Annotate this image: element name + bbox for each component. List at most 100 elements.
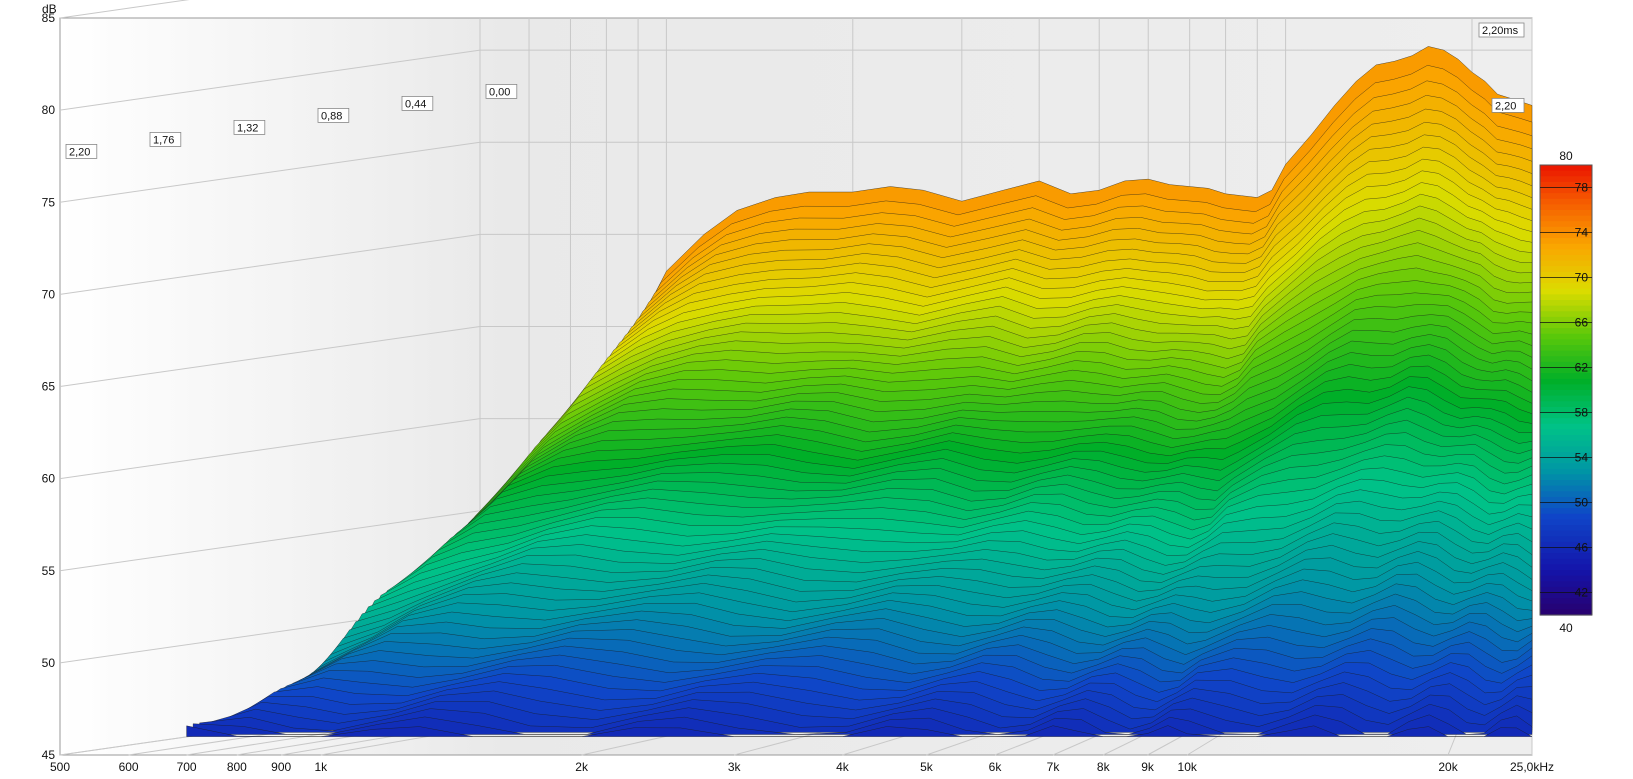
- x-tick-label: 4k: [836, 760, 850, 774]
- colorbar-band: [1540, 423, 1592, 430]
- y-tick-label: 80: [42, 103, 56, 117]
- grid-line-db: [59, 233, 481, 295]
- colorbar-band: [1540, 187, 1592, 194]
- x-tick-label: 5k: [920, 760, 934, 774]
- time-corner-box: [1491, 98, 1525, 113]
- colorbar-band: [1540, 592, 1592, 599]
- colorbar-band: [1540, 181, 1592, 189]
- colorbar-band: [1540, 288, 1592, 295]
- x-tick-label: 7k: [1047, 760, 1061, 774]
- colorbar-band: [1540, 277, 1592, 284]
- time-corner-text: 2,20: [1495, 100, 1516, 112]
- colorbar-band: [1540, 525, 1592, 532]
- colorbar-band: [1540, 480, 1592, 487]
- colorbar-band: [1540, 412, 1592, 419]
- colorbar-band: [1540, 553, 1592, 560]
- decay-slice: [192, 714, 1533, 735]
- colorbar-band: [1540, 345, 1592, 352]
- colorbar-band: [1540, 530, 1592, 537]
- colorbar-band: [1540, 260, 1592, 267]
- colorbar-band: [1540, 316, 1592, 324]
- colorbar-tick-label: 58: [1575, 406, 1589, 420]
- colorbar-band: [1540, 609, 1592, 616]
- colorbar-tick-label: 42: [1575, 586, 1589, 600]
- time-label-box: [233, 120, 266, 135]
- colorbar-band: [1540, 519, 1592, 526]
- colorbar-band: [1540, 598, 1592, 605]
- colorbar-band: [1540, 586, 1592, 594]
- colorbar-band: [1540, 406, 1592, 414]
- colorbar-band: [1540, 547, 1592, 554]
- y-tick-label: 70: [42, 287, 56, 301]
- time-corner-text: 2,20ms: [1482, 25, 1519, 37]
- colorbar-band: [1540, 485, 1592, 492]
- decay-slice: [186, 725, 1533, 737]
- colorbar-band: [1540, 350, 1592, 357]
- time-label: 0,88: [317, 108, 350, 123]
- time-label-text: 1,76: [153, 134, 174, 146]
- x-tick-label: 500: [50, 760, 70, 774]
- colorbar-band: [1540, 446, 1592, 453]
- x-tick-label: 600: [119, 760, 139, 774]
- colorbar-band: [1540, 294, 1592, 301]
- colorbar-band: [1540, 536, 1592, 543]
- x-tick-label: 8k: [1097, 760, 1111, 774]
- colorbar-band: [1540, 463, 1592, 470]
- colorbar-band: [1540, 395, 1592, 402]
- colorbar-band: [1540, 474, 1592, 481]
- colorbar-band: [1540, 373, 1592, 380]
- y-axis-title: dB: [42, 2, 57, 16]
- colorbar-band: [1540, 435, 1592, 442]
- grid-line-db: [59, 510, 481, 572]
- colorbar-band: [1540, 283, 1592, 290]
- colorbar-tick-label: 54: [1575, 451, 1589, 465]
- grid-line-db: [59, 418, 481, 480]
- colorbar-band: [1540, 322, 1592, 329]
- colorbar-band: [1540, 300, 1592, 307]
- colorbar-tick-label: 46: [1575, 541, 1589, 555]
- colorbar-band: [1540, 193, 1592, 200]
- colorbar-band: [1540, 271, 1592, 279]
- x-tick-label: 1k: [314, 760, 328, 774]
- colorbar-tick-label: 50: [1575, 496, 1589, 510]
- time-label-box: [401, 96, 434, 111]
- colorbar-band: [1540, 176, 1592, 183]
- grid-line-db: [59, 326, 481, 387]
- colorbar-band: [1540, 502, 1592, 509]
- colorbar-band: [1540, 204, 1592, 211]
- colorbar-band: [1540, 581, 1592, 588]
- colorbar-band: [1540, 457, 1592, 464]
- time-corner-label: 2,20: [1491, 98, 1525, 113]
- colorbar-band: [1540, 575, 1592, 582]
- grid-line-db: [59, 0, 190, 19]
- colorbar-band: [1540, 513, 1592, 520]
- colorbar-band: [1540, 249, 1592, 256]
- y-tick-label: 45: [42, 748, 56, 762]
- x-tick-label: 900: [271, 760, 291, 774]
- time-label: 2,20: [65, 143, 98, 159]
- colorbar-band: [1540, 541, 1592, 549]
- colorbar-band: [1540, 603, 1592, 610]
- colorbar-band: [1540, 401, 1592, 408]
- x-tick-label: 3k: [728, 760, 742, 774]
- colorbar-band: [1540, 496, 1592, 504]
- colorbar: 80 40 42 46 50 54 58 62 66 70 74 78: [1539, 149, 1593, 635]
- time-label: 0,44: [401, 96, 434, 111]
- time-label: 1,32: [233, 120, 266, 135]
- colorbar-band: [1540, 232, 1592, 239]
- colorbar-band: [1540, 367, 1592, 374]
- x-axis: 500 600 700 800 900 1k 2k 3k 4k 5k 6k 7k 8k 9k 10k 20k 2…: [50, 760, 1554, 774]
- y-tick-label: 65: [42, 380, 56, 394]
- colorbar-band: [1540, 311, 1592, 318]
- colorbar-band: [1540, 339, 1592, 346]
- time-label-box: [317, 108, 350, 123]
- colorbar-band: [1540, 451, 1592, 459]
- time-label-box: [485, 84, 518, 99]
- y-tick-label: 75: [42, 195, 56, 209]
- y-tick-label: 60: [42, 472, 56, 486]
- time-corner-box: [1478, 22, 1525, 38]
- time-corner-label: 2,20ms: [1478, 22, 1525, 38]
- colorbar-band: [1540, 255, 1592, 262]
- colorbar-band: [1540, 361, 1592, 369]
